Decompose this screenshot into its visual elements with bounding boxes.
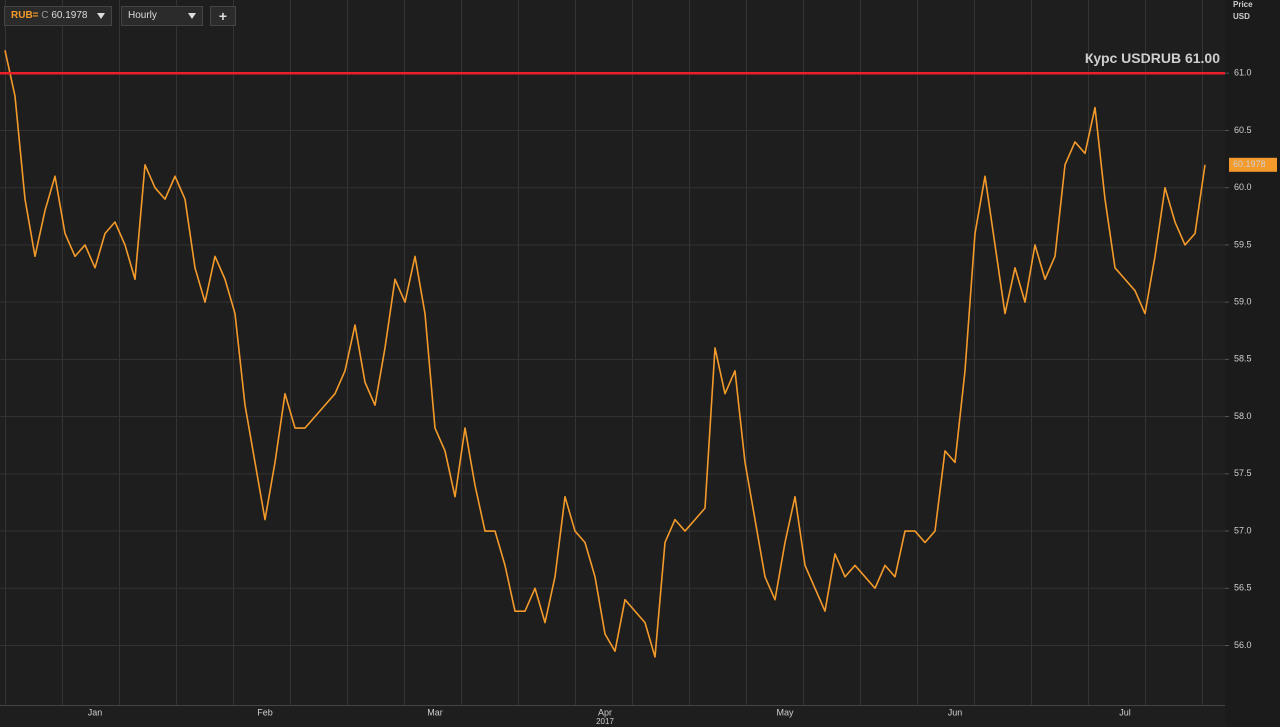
x-tick-label: Feb <box>257 707 273 717</box>
x-tick-label: Mar <box>427 707 443 717</box>
y-tick-label: 57.5 <box>1234 468 1252 478</box>
dropdown-arrow <box>188 13 196 19</box>
y-tick-label: 56.0 <box>1234 640 1252 650</box>
price-axis-panel <box>1225 0 1280 727</box>
interval: Hourly <box>128 10 157 21</box>
interval-box[interactable]: Hourly <box>121 6 203 26</box>
axis-unit: USD <box>1233 12 1250 21</box>
y-tick-label: 59.5 <box>1234 239 1252 249</box>
price-line <box>4 50 1206 658</box>
close-value: 60.1978 <box>51 10 88 21</box>
x-tick-label: Apr <box>598 707 612 717</box>
last-price-label: 60.1978 <box>1233 159 1266 169</box>
annotation-label: Курс USDRUB 61.00 <box>1085 50 1220 66</box>
x-tick-label: Jun <box>948 707 963 717</box>
x-tick-label: Jan <box>88 707 103 717</box>
vertical-grid <box>0 0 1225 705</box>
close-prefix: C <box>41 10 49 21</box>
x-tick-label: May <box>776 707 794 717</box>
y-tick-label: 61.0 <box>1234 68 1252 78</box>
dropdown-arrow <box>97 13 105 19</box>
y-tick-label: 58.0 <box>1234 411 1252 421</box>
y-tick-label: 60.0 <box>1234 182 1252 192</box>
year-label: 2017 <box>596 717 614 726</box>
ric-box[interactable]: RUB= C 60.1978 <box>4 6 112 26</box>
add-button[interactable]: + <box>210 6 236 26</box>
last-price-tag <box>1229 157 1277 172</box>
ric: RUB= <box>11 10 39 21</box>
y-tick-label: 57.0 <box>1234 525 1252 535</box>
x-tick-label: Jul <box>1119 707 1131 717</box>
y-tick-label: 59.0 <box>1234 297 1252 307</box>
axis-title: Price <box>1233 0 1253 9</box>
y-tick-label: 58.5 <box>1234 354 1252 364</box>
y-tick-label: 56.5 <box>1234 583 1252 593</box>
y-tick-label: 60.5 <box>1234 125 1252 135</box>
